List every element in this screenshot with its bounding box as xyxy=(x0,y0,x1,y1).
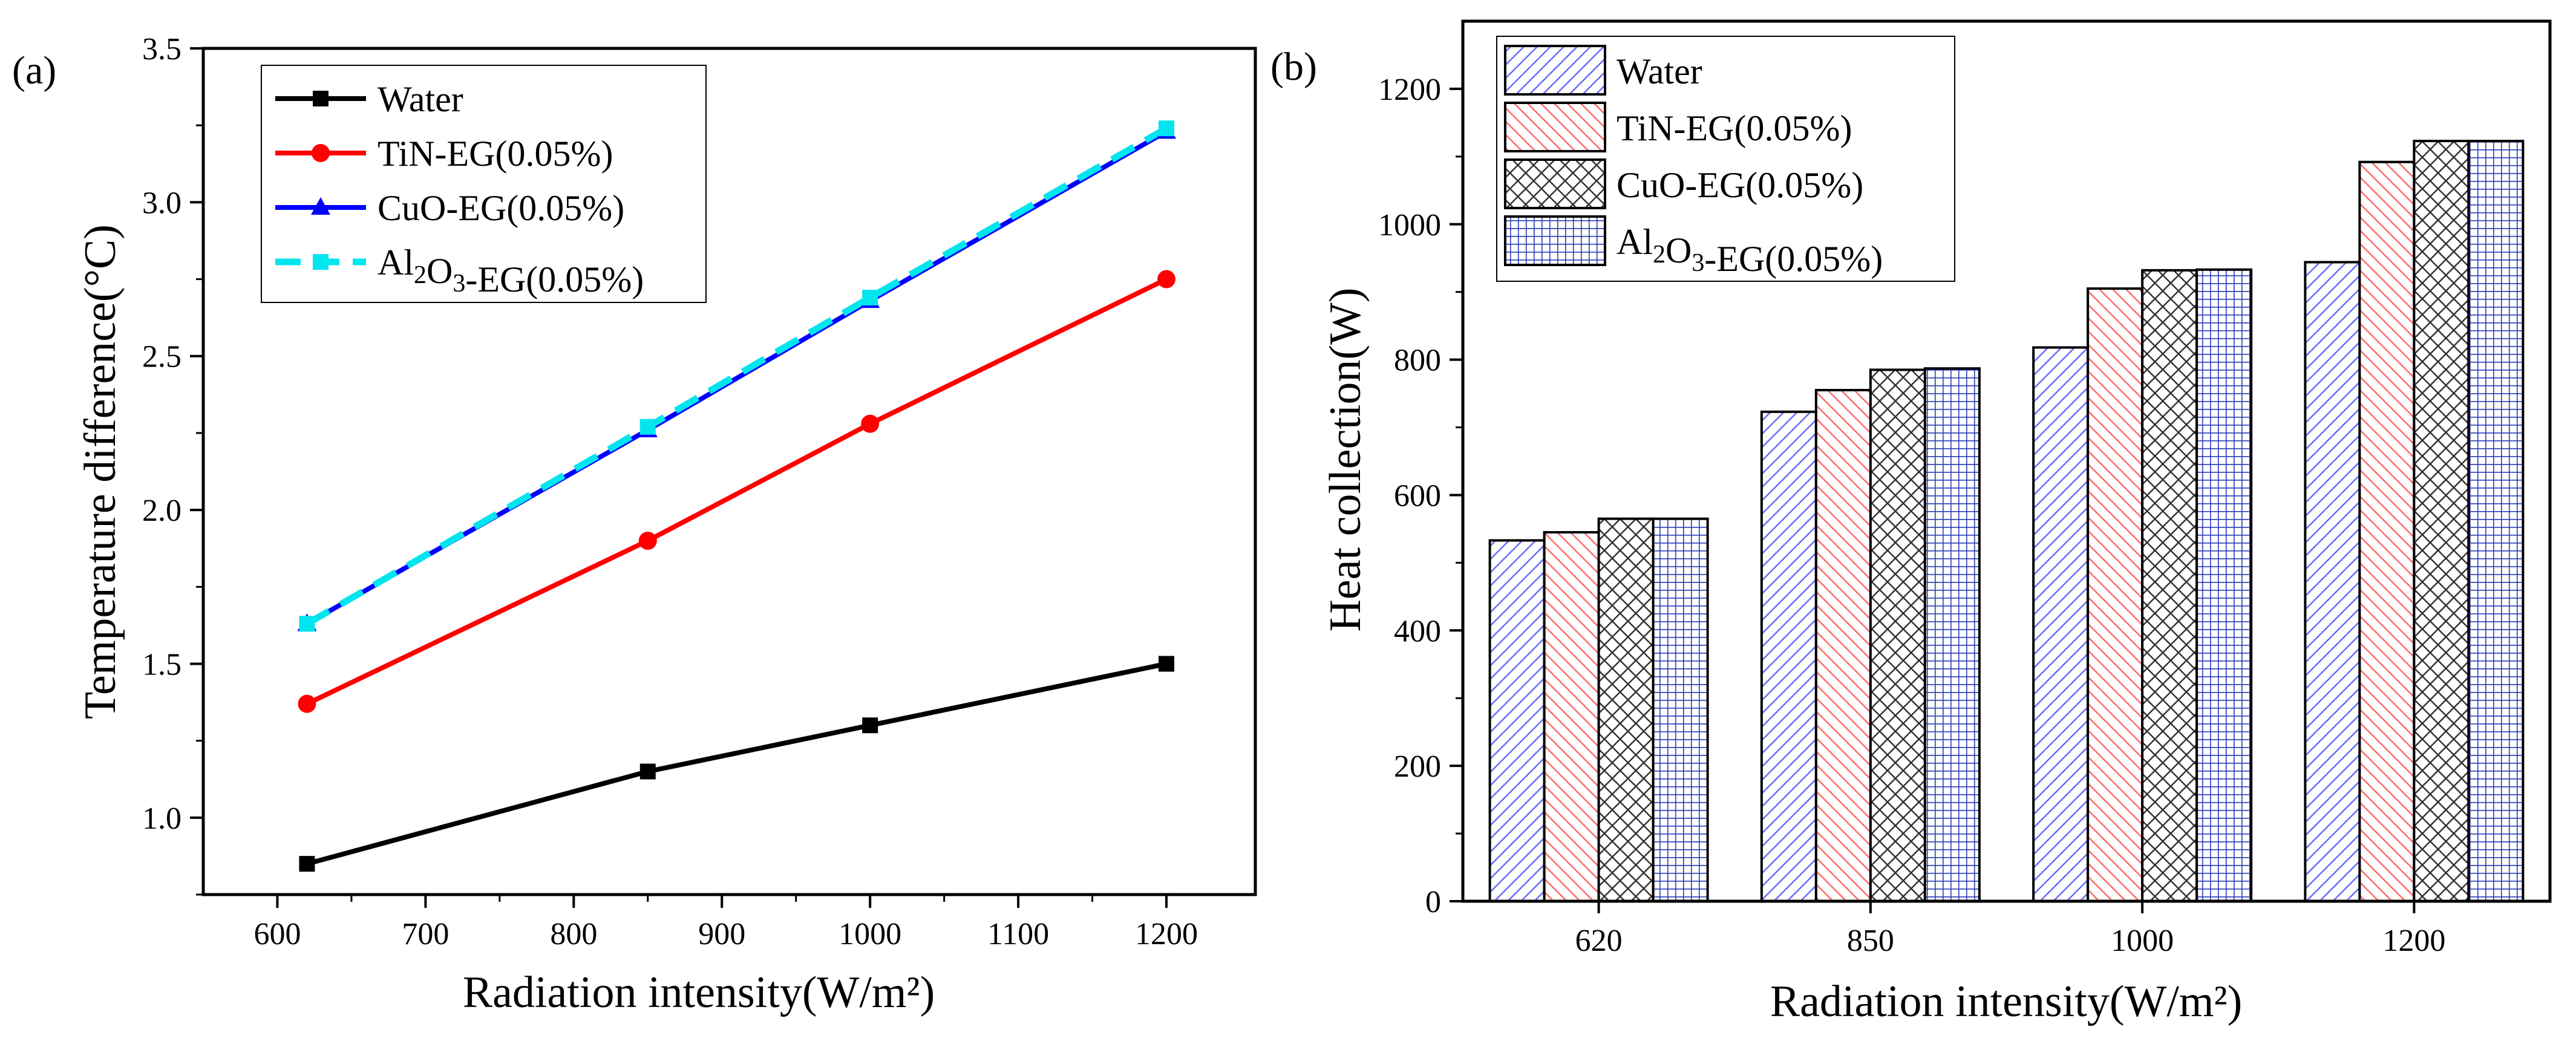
panel-a-point-water-1000 xyxy=(862,717,878,734)
panel-b-legend-swatch-al2o3-eg-0-05 xyxy=(1504,215,1606,266)
panel-b-bar-water-620 xyxy=(1488,539,1546,902)
panel-b-bar-cuo-eg-0-05-850 xyxy=(1869,368,1926,902)
panel-a-legend-label-tin-eg-0-05: TiN-EG(0.05%) xyxy=(378,134,613,174)
panel-b-legend-swatch-tin-eg-0-05 xyxy=(1504,102,1606,152)
panel-b-y-tick-label: 400 xyxy=(1394,614,1441,648)
panel-a-x-tick-label: 900 xyxy=(698,917,745,951)
panel-b-legend-label-cuo-eg-0-05: CuO-EG(0.05%) xyxy=(1617,165,1863,205)
panel-a-line-tin-eg-0-05 xyxy=(306,276,1168,706)
panel-a-y-tick-label: 2.5 xyxy=(142,340,181,374)
panel-a-y-tick-label: 1.5 xyxy=(142,647,181,682)
panel-b-x-tick-label: 1000 xyxy=(2111,924,2174,958)
panel-b-y-tick-label: 1200 xyxy=(1378,73,1441,107)
panel-b-plot-frame xyxy=(1461,19,2552,903)
panel-b-x-tick-labels: 620 850 1000 1200 xyxy=(1575,924,2446,958)
panel-b-legend-swatch-water xyxy=(1504,45,1606,96)
panel-a-point-water-850 xyxy=(639,763,656,780)
panel-b-legend-swatch-cuo-eg-0-05 xyxy=(1504,158,1606,209)
panel-a-series-lines xyxy=(305,125,1168,866)
panel-b-bar-al2o3-eg-0-05-1200 xyxy=(2467,140,2525,902)
panel-b-x-tick-label: 1200 xyxy=(2382,924,2445,958)
panel-a-y-axis-title: Temperature difference(°C) xyxy=(76,224,125,719)
panel-b-bar-water-850 xyxy=(1760,410,1817,902)
panel-a-y-tick-label: 3.5 xyxy=(142,32,181,67)
panel-b-bar-tin-eg-0-05-1200 xyxy=(2358,160,2416,902)
panel-a-legend: Water TiN-EG(0.05%) CuO-EG(0.05%) Al2O3-EG(… xyxy=(261,65,707,303)
panel-b-legend-label-al2o3-eg-0-05: Al2O3-EG(0.05%) xyxy=(1617,222,1883,279)
panel-b-bar-al2o3-eg-0-05-1000 xyxy=(2195,268,2253,902)
panel-a-legend-marker-cuo-eg-0-05 xyxy=(311,197,330,215)
panel-b-legend-label-tin-eg-0-05: TiN-EG(0.05%) xyxy=(1617,108,1852,148)
panel-a-x-tick-labels: 600 700 800 900 1000 1100 1200 xyxy=(253,917,1198,951)
panel-a-point-tin-eg-0-05-1200 xyxy=(1157,270,1176,289)
panel-a-legend-label-cuo-eg-0-05: CuO-EG(0.05%) xyxy=(378,188,624,228)
panel-a-point-al2o3-eg-0-05-620 xyxy=(299,616,315,632)
panel-a-legend-marker-al2o3-eg-0-05 xyxy=(313,254,329,270)
panel-b-bars xyxy=(1488,140,2525,903)
panel-b-bar-tin-eg-0-05-620 xyxy=(1543,531,1600,902)
panel-a-point-tin-eg-0-05-850 xyxy=(638,531,657,550)
panel-a-point-al2o3-eg-0-05-1200 xyxy=(1159,120,1175,137)
panel-b-bar-water-1000 xyxy=(2032,346,2090,902)
panel-a-line-al2o3-eg-0-05 xyxy=(305,125,1168,627)
panel-a-point-al2o3-eg-0-05-850 xyxy=(639,419,656,435)
panel-a-line-chart: (a) 600 700 800 900 1000 1100 1200 1.0 1.5 2.0 2.… xyxy=(12,32,1257,1017)
panel-b-tick-marks xyxy=(1450,87,2416,913)
panel-b-bar-tin-eg-0-05-850 xyxy=(1814,388,1872,902)
panel-b-bar-al2o3-eg-0-05-620 xyxy=(1652,517,1709,902)
panel-a-x-tick-label: 800 xyxy=(550,917,597,951)
panel-a-x-tick-label: 1100 xyxy=(987,917,1049,951)
panel-a-y-tick-label: 1.0 xyxy=(142,801,181,836)
panel-a-x-tick-label: 600 xyxy=(253,917,301,951)
panel-b-y-tick-label: 600 xyxy=(1394,478,1441,513)
panel-b-bar-chart: (b) 620 850 1000 1200 0 200 400 600 800 1000 1200… xyxy=(1270,19,2552,1026)
panel-a-y-tick-label: 3.0 xyxy=(142,186,181,220)
panel-b-bar-cuo-eg-0-05-1200 xyxy=(2413,140,2470,902)
panel-a-label: (a) xyxy=(12,48,56,93)
panel-b-bar-water-1200 xyxy=(2304,261,2361,902)
panel-b-x-axis-title: Radiation intensity(W/m²) xyxy=(1770,977,2243,1026)
panel-b-y-tick-label: 200 xyxy=(1394,749,1441,784)
panel-a-y-tick-label: 2.0 xyxy=(142,494,181,528)
panel-b-x-tick-label: 620 xyxy=(1575,924,1623,958)
panel-b-bar-cuo-eg-0-05-1000 xyxy=(2141,269,2198,902)
panel-a-x-tick-label: 1000 xyxy=(839,917,901,951)
panel-b-y-tick-label: 0 xyxy=(1425,885,1441,919)
panel-a-legend-marker-tin-eg-0-05 xyxy=(312,144,330,162)
panel-b-y-tick-label: 800 xyxy=(1394,344,1441,378)
panel-a-plot-frame xyxy=(201,47,1257,896)
panel-a-y-tick-labels: 1.0 1.5 2.0 2.5 3.0 3.5 xyxy=(142,32,181,836)
panel-a-x-tick-label: 1200 xyxy=(1135,917,1198,951)
panel-a-point-water-620 xyxy=(299,856,315,872)
panel-a-legend-label-water: Water xyxy=(378,79,463,119)
panel-b-y-axis-title: Heat collection(W) xyxy=(1321,287,1370,631)
panel-b-label: (b) xyxy=(1270,45,1317,89)
panel-a-point-tin-eg-0-05-620 xyxy=(298,694,316,713)
panel-b-legend: Water TiN-EG(0.05%) CuO-EG(0.05%) Al2O3-EG(… xyxy=(1496,36,1955,282)
panel-a-x-tick-label: 700 xyxy=(402,917,449,951)
panel-a-legend-marker-water xyxy=(313,91,329,106)
panel-b-legend-label-water: Water xyxy=(1617,51,1702,91)
panel-a-x-axis-title: Radiation intensity(W/m²) xyxy=(463,968,935,1017)
panel-a-series-markers xyxy=(297,120,1177,872)
panel-b-x-tick-label: 850 xyxy=(1847,924,1894,958)
panel-b-bar-cuo-eg-0-05-620 xyxy=(1597,517,1655,902)
panel-a-legend-label-al2o3-eg-0-05: Al2O3-EG(0.05%) xyxy=(378,243,644,299)
panel-a-point-tin-eg-0-05-1000 xyxy=(861,414,880,433)
panel-a-point-al2o3-eg-0-05-1000 xyxy=(862,290,878,306)
panel-b-y-tick-label: 1000 xyxy=(1378,208,1441,243)
panel-a-line-water xyxy=(306,661,1167,866)
panel-b-y-tick-labels: 0 200 400 600 800 1000 1200 xyxy=(1378,73,1441,919)
panel-b-bar-tin-eg-0-05-1000 xyxy=(2087,287,2144,903)
panel-a-point-water-1200 xyxy=(1159,656,1175,672)
panel-b-bar-al2o3-eg-0-05-850 xyxy=(1923,367,1981,902)
